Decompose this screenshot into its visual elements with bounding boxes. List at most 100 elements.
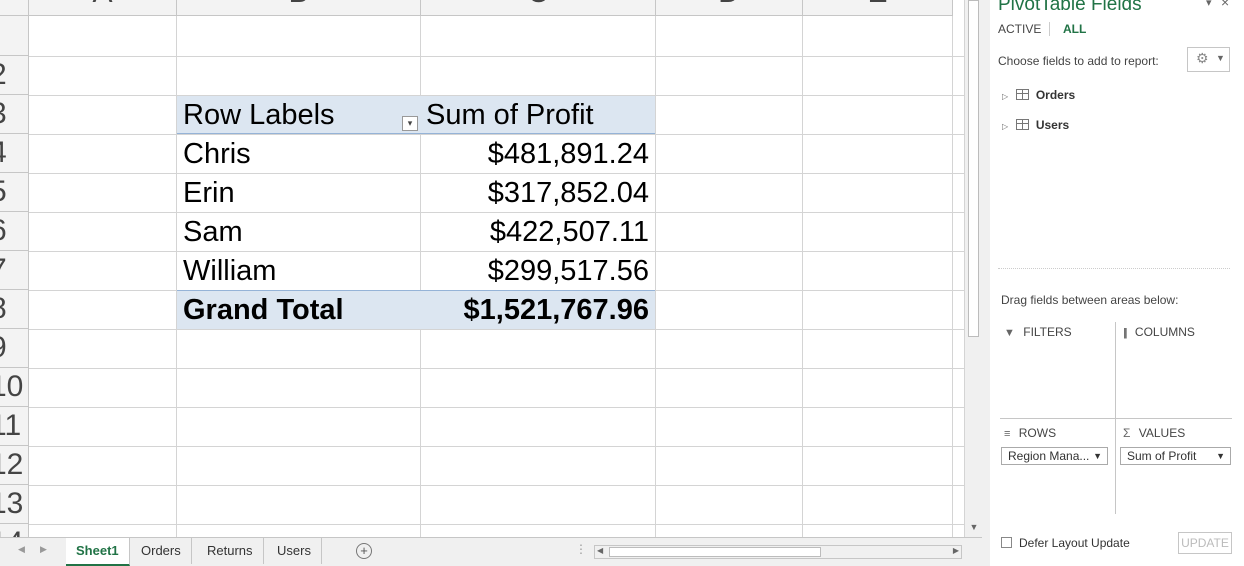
pivot-row-label[interactable]: Erin (183, 177, 235, 209)
horizontal-scrollbar[interactable]: ◀ ▶ (594, 545, 962, 559)
tab-scroll-left-icon[interactable]: ◀ (18, 544, 25, 554)
gridline (29, 524, 964, 525)
gridline (29, 368, 964, 369)
scroll-right-icon[interactable]: ▶ (952, 546, 959, 555)
rows-field-label: Region Mana... (1008, 449, 1090, 463)
gridline (29, 485, 964, 486)
panel-splitter[interactable] (982, 0, 990, 566)
gridline (420, 16, 421, 537)
expand-arrow-icon[interactable]: ▷ (1002, 92, 1009, 101)
row-header[interactable]: 13 (0, 485, 29, 524)
splitter-handle-icon[interactable]: ⋮ (575, 542, 587, 556)
column-header-a[interactable]: A (29, 0, 177, 16)
pivot-row-label[interactable]: William (183, 255, 277, 287)
scroll-down-icon[interactable]: ▼ (969, 522, 979, 532)
row-header[interactable]: 5 (0, 173, 29, 212)
scrollbar-thumb[interactable] (968, 0, 979, 337)
row-header[interactable]: 9 (0, 329, 29, 368)
gridline (29, 173, 964, 174)
pivot-row-value[interactable]: $481,891.24 (487, 138, 649, 170)
gridline (29, 134, 964, 135)
pivot-row-label[interactable]: Chris (183, 138, 251, 170)
tools-gear-button[interactable]: ⚙ ▼ (1187, 47, 1230, 72)
pane-options-icon[interactable]: ▾ (1206, 0, 1212, 9)
table-icon (1015, 89, 1029, 100)
area-divider-horizontal (1000, 418, 1232, 419)
columns-icon: ||| (1123, 327, 1127, 339)
pivot-header-sum-of-profit[interactable]: Sum of Profit (426, 99, 594, 131)
pivot-grand-total-label[interactable]: Grand Total (183, 294, 344, 326)
pivot-header-row-labels[interactable]: Row Labels (183, 99, 335, 131)
table-icon (1015, 119, 1029, 130)
tab-active[interactable]: ACTIVE (998, 22, 1042, 36)
pane-title: PivotTable Fields (998, 0, 1142, 15)
new-sheet-button[interactable]: + (356, 543, 372, 559)
pivot-row-value[interactable]: $422,507.11 (489, 216, 649, 248)
rows-field-dropdown[interactable]: Region Mana... ▼ (1001, 447, 1108, 465)
pivot-row-value[interactable]: $299,517.56 (487, 255, 649, 287)
area-label: ROWS (1018, 426, 1057, 440)
row-header[interactable] (0, 16, 29, 56)
column-header-c[interactable]: C (421, 0, 656, 16)
pivot-row-value[interactable]: $317,852.04 (487, 177, 649, 209)
row-header[interactable]: 7 (0, 251, 29, 290)
columns-area[interactable]: ||| COLUMNS (1123, 325, 1195, 339)
tab-users[interactable]: Users (267, 538, 322, 564)
column-header-b[interactable]: B (177, 0, 421, 16)
row-header[interactable]: 12 (0, 446, 29, 485)
row-header[interactable]: 3 (0, 95, 29, 134)
update-button[interactable]: UPDATE (1178, 532, 1232, 554)
pivot-total-row (177, 290, 655, 329)
row-header[interactable]: 6 (0, 212, 29, 251)
filters-area[interactable]: ▼ FILTERS (1004, 325, 1072, 339)
values-field-label: Sum of Profit (1127, 449, 1197, 463)
vertical-scrollbar[interactable]: ▼ (964, 0, 983, 537)
tab-divider (1049, 22, 1050, 36)
area-label: FILTERS (1023, 325, 1072, 339)
sheet-tab-bar: ◀ ▶ Sheet1 Orders Returns Users + ⋮ ◀ ▶ (0, 537, 982, 566)
row-header[interactable]: 11 (0, 407, 29, 446)
corner-cell[interactable] (0, 0, 29, 16)
gridline (802, 16, 803, 537)
row-header[interactable]: 10 (0, 368, 29, 407)
area-label: VALUES (1138, 426, 1186, 440)
row-header[interactable]: 14 (0, 524, 29, 537)
values-field-dropdown[interactable]: Sum of Profit ▼ (1120, 447, 1231, 465)
worksheet-grid[interactable]: A B C D E 2 3 4 5 6 7 8 9 10 11 12 13 14… (0, 0, 964, 537)
field-list: ▷ Orders ▷ Users (998, 78, 1230, 269)
row-header[interactable]: 2 (0, 56, 29, 95)
chevron-down-icon: ▼ (1216, 53, 1225, 63)
filter-dropdown-icon[interactable]: ▾ (402, 116, 418, 131)
defer-layout-label: Defer Layout Update (1019, 536, 1130, 550)
gridline (29, 446, 964, 447)
tab-returns[interactable]: Returns (197, 538, 264, 564)
filter-funnel-icon: ▼ (1004, 327, 1015, 339)
column-header-e[interactable]: E (803, 0, 953, 16)
rows-area[interactable]: ≡ ROWS (1004, 426, 1056, 440)
pivot-row-label[interactable]: Sam (183, 216, 243, 248)
row-header[interactable]: 8 (0, 290, 29, 329)
drag-fields-label: Drag fields between areas below: (1001, 293, 1179, 307)
pivot-grand-total-value[interactable]: $1,521,767.96 (463, 294, 649, 326)
tab-sheet1[interactable]: Sheet1 (66, 538, 130, 566)
scrollbar-thumb[interactable] (609, 547, 821, 557)
column-header-d[interactable]: D (656, 0, 803, 16)
tab-orders[interactable]: Orders (131, 538, 192, 564)
scroll-left-icon[interactable]: ◀ (597, 546, 604, 555)
gridline (29, 251, 964, 252)
field-group-orders[interactable]: ▷ Orders (1002, 88, 1075, 102)
row-header[interactable]: 4 (0, 134, 29, 173)
values-area[interactable]: Σ VALUES (1123, 426, 1185, 440)
choose-fields-label: Choose fields to add to report: (998, 54, 1159, 68)
chevron-down-icon[interactable]: ▼ (1093, 451, 1102, 461)
gridline (29, 212, 964, 213)
expand-arrow-icon[interactable]: ▷ (1002, 122, 1009, 131)
field-group-users[interactable]: ▷ Users (1002, 118, 1069, 132)
tab-all[interactable]: ALL (1063, 22, 1087, 36)
defer-layout-checkbox[interactable] (1001, 537, 1012, 548)
tab-scroll-right-icon[interactable]: ▶ (40, 544, 47, 554)
close-icon[interactable]: × (1221, 0, 1230, 10)
chevron-down-icon[interactable]: ▼ (1216, 451, 1225, 461)
rows-icon: ≡ (1004, 428, 1011, 440)
gridline (29, 56, 964, 57)
